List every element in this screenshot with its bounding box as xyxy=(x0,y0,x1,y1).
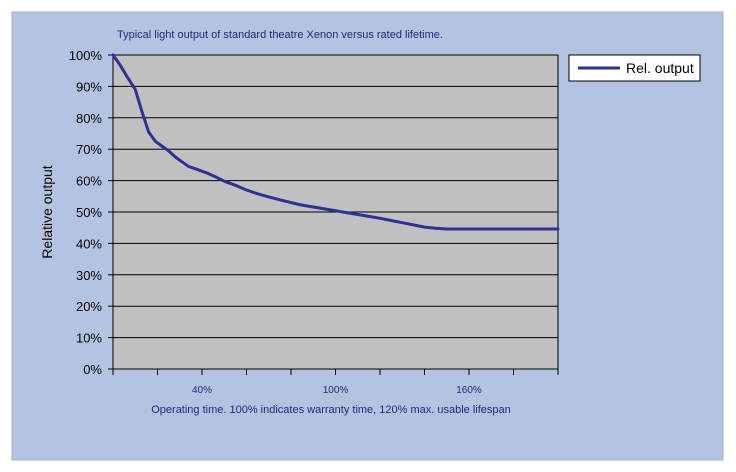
data-point xyxy=(323,207,326,210)
data-point xyxy=(223,180,226,183)
data-point xyxy=(125,74,128,77)
data-point xyxy=(523,228,526,231)
data-point xyxy=(160,145,163,148)
x-ticks xyxy=(112,369,559,375)
data-point xyxy=(112,54,115,57)
data-point xyxy=(334,209,337,212)
x-tick-label: 40% xyxy=(192,385,212,396)
data-point xyxy=(503,228,506,231)
data-point xyxy=(154,140,157,143)
y-tick-label: 10% xyxy=(76,331,102,346)
y-tick-labels: 0% 10% 20% 30% 40% 50% 60% 70% 80% 90% 100% xyxy=(69,48,103,377)
data-point xyxy=(494,228,497,231)
data-point xyxy=(534,228,537,231)
y-tick-label: 30% xyxy=(76,268,102,283)
y-tick-label: 20% xyxy=(76,299,102,314)
data-point xyxy=(205,171,208,174)
data-point xyxy=(468,228,471,231)
data-point xyxy=(147,130,150,133)
y-axis-label: Relative output xyxy=(39,165,55,259)
legend-entry: Rel. output xyxy=(626,60,694,76)
data-point xyxy=(390,219,393,222)
x-axis-label: Operating time. 100% indicates warranty … xyxy=(151,404,511,416)
legend: Rel. output xyxy=(568,54,701,82)
y-tick-label: 100% xyxy=(69,48,103,63)
data-point xyxy=(256,192,259,195)
data-point xyxy=(434,227,437,230)
data-point xyxy=(356,213,359,216)
data-point xyxy=(476,228,479,231)
data-point xyxy=(545,228,548,231)
data-point xyxy=(278,198,281,201)
data-point xyxy=(367,215,370,218)
data-point xyxy=(267,195,270,198)
data-point xyxy=(140,110,143,113)
data-point xyxy=(187,165,190,168)
y-tick-label: 60% xyxy=(76,174,102,189)
data-point xyxy=(234,184,237,187)
y-tick-label: 90% xyxy=(76,79,102,94)
chart-title: Typical light output of standard theatre… xyxy=(117,29,443,41)
x-tick-label: 160% xyxy=(456,385,482,396)
series-line-rel-output xyxy=(111,53,560,231)
data-point xyxy=(445,228,448,231)
data-point xyxy=(345,211,348,214)
data-point xyxy=(167,149,170,152)
y-tick-label: 70% xyxy=(76,142,102,157)
data-point xyxy=(401,221,404,224)
y-tick-label: 0% xyxy=(83,362,102,377)
y-tick-label: 50% xyxy=(76,205,102,220)
y-tick-label: 40% xyxy=(76,236,102,251)
data-point xyxy=(134,88,137,91)
x-tick-label: 100% xyxy=(323,385,349,396)
data-point xyxy=(290,201,293,204)
data-point xyxy=(379,217,382,220)
data-point xyxy=(245,189,248,192)
data-point xyxy=(312,206,315,209)
data-point xyxy=(485,228,488,231)
data-point xyxy=(456,228,459,231)
x-tick-labels: 40% 100% 160% xyxy=(192,385,482,396)
data-point xyxy=(301,204,304,207)
data-point xyxy=(118,63,121,66)
data-point xyxy=(412,223,415,226)
data-point xyxy=(557,228,560,231)
data-point xyxy=(196,168,199,171)
data-point xyxy=(181,160,184,163)
data-point xyxy=(174,156,177,159)
data-point xyxy=(214,175,217,178)
data-point xyxy=(423,226,426,229)
data-point xyxy=(512,228,515,231)
y-tick-label: 80% xyxy=(76,111,102,126)
